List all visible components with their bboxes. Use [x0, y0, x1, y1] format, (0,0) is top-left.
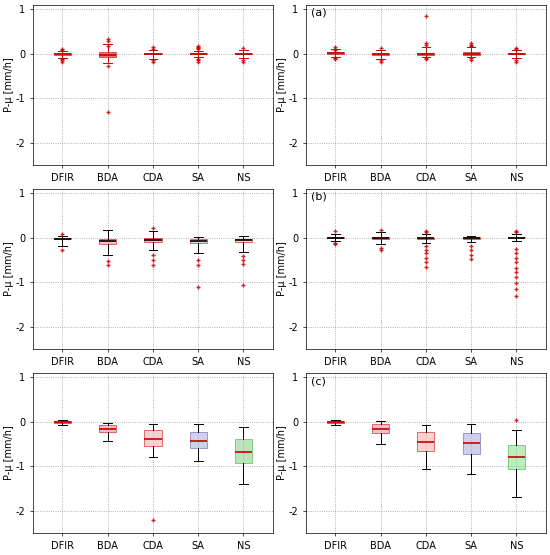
PathPatch shape — [99, 425, 116, 432]
PathPatch shape — [235, 53, 252, 54]
PathPatch shape — [190, 432, 207, 448]
PathPatch shape — [190, 239, 207, 243]
PathPatch shape — [508, 236, 525, 238]
PathPatch shape — [327, 236, 344, 238]
Y-axis label: P-μ [mm/h]: P-μ [mm/h] — [277, 57, 287, 112]
PathPatch shape — [463, 238, 480, 239]
Y-axis label: P-μ [mm/h]: P-μ [mm/h] — [4, 57, 14, 112]
PathPatch shape — [235, 239, 252, 242]
Y-axis label: P-μ [mm/h]: P-μ [mm/h] — [4, 426, 14, 481]
Y-axis label: P-μ [mm/h]: P-μ [mm/h] — [277, 426, 287, 481]
PathPatch shape — [463, 433, 480, 454]
PathPatch shape — [99, 52, 116, 57]
PathPatch shape — [99, 239, 116, 244]
PathPatch shape — [327, 421, 344, 423]
Text: (a): (a) — [311, 8, 326, 18]
PathPatch shape — [417, 53, 434, 54]
PathPatch shape — [54, 421, 71, 423]
PathPatch shape — [372, 236, 389, 239]
Y-axis label: P-μ [mm/h]: P-μ [mm/h] — [4, 241, 14, 296]
PathPatch shape — [144, 430, 162, 446]
PathPatch shape — [54, 238, 71, 239]
Text: (b): (b) — [311, 192, 326, 202]
PathPatch shape — [235, 439, 252, 463]
PathPatch shape — [417, 432, 434, 451]
PathPatch shape — [54, 53, 71, 54]
PathPatch shape — [508, 53, 525, 54]
PathPatch shape — [190, 53, 207, 54]
Y-axis label: P-μ [mm/h]: P-μ [mm/h] — [277, 241, 287, 296]
PathPatch shape — [144, 238, 162, 242]
Text: (c): (c) — [311, 376, 326, 386]
PathPatch shape — [327, 52, 344, 54]
PathPatch shape — [417, 238, 434, 239]
PathPatch shape — [144, 53, 162, 54]
PathPatch shape — [372, 53, 389, 54]
PathPatch shape — [508, 445, 525, 468]
PathPatch shape — [463, 52, 480, 54]
PathPatch shape — [372, 424, 389, 433]
